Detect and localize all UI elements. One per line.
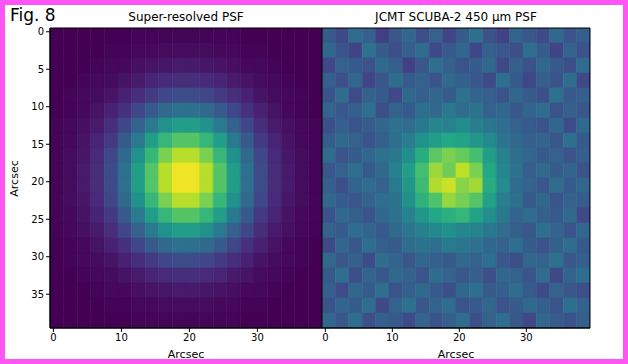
svg-text:20: 20: [183, 332, 196, 343]
svg-text:20: 20: [31, 176, 44, 187]
svg-text:0: 0: [322, 332, 328, 343]
svg-text:25: 25: [31, 214, 44, 225]
svg-text:0: 0: [50, 332, 56, 343]
svg-text:10: 10: [386, 332, 399, 343]
html-text:JCMT SCUBA-2 450 μm PSF: JCMT SCUBA-2 450 μm PSF: [375, 10, 537, 24]
svg-text:30: 30: [520, 332, 533, 343]
svg-text:5: 5: [38, 64, 44, 75]
svg-text:20: 20: [453, 332, 466, 343]
svg-text:Arcsec: Arcsec: [168, 348, 204, 361]
svg-text:0: 0: [38, 26, 44, 37]
html-text:Super-resolved PSF: Super-resolved PSF: [128, 10, 244, 24]
svg-text:30: 30: [31, 251, 44, 262]
html-text:Fig. 8: Fig. 8: [10, 5, 56, 25]
svg-text:15: 15: [31, 139, 44, 150]
svg-text:30: 30: [251, 332, 264, 343]
svg-text:35: 35: [31, 289, 44, 300]
html-text:Arcsec: Arcsec: [7, 159, 21, 197]
svg-text:10: 10: [31, 101, 44, 112]
svg-text:Arcsec: Arcsec: [438, 348, 474, 361]
svg-text:10: 10: [115, 332, 128, 343]
